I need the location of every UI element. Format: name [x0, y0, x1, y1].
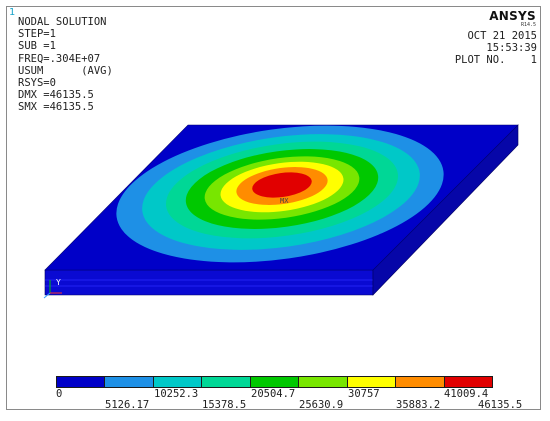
plot-time: 15:53:39: [486, 42, 537, 55]
contour-band-8: [252, 172, 312, 198]
legend-band-6: [299, 377, 348, 387]
legend-label-2: 10252.3: [154, 388, 199, 400]
info-freq: FREQ=.304E+07: [18, 52, 101, 65]
max-marker: MX: [280, 197, 289, 205]
contour-bands: [45, 125, 518, 270]
info-smx: SMX =46135.5: [18, 101, 94, 114]
legend-band-4: [202, 377, 251, 387]
legend-label-0: 0: [56, 388, 63, 400]
plot-meta: OCT 21 2015 15:53:39 PLOT NO. 1: [455, 30, 537, 67]
legend-band-8: [396, 377, 445, 387]
legend-label-8: 41009.4: [444, 388, 489, 400]
legend-label-5: 25630.9: [299, 399, 344, 411]
legend-band-1: [56, 377, 106, 387]
legend-band-9: [444, 377, 493, 387]
legend-band-5: [250, 377, 300, 387]
legend-label-7: 35883.2: [396, 399, 441, 411]
legend-band-3: [153, 377, 203, 387]
legend-label-3: 15378.5: [202, 399, 247, 411]
plot-date: OCT 21 2015: [467, 30, 537, 42]
legend-band-7: [347, 377, 397, 387]
brand-version: R14.5: [520, 22, 536, 28]
legend-label-1: 5126.17: [105, 399, 150, 411]
info-rsys: RSYS=0: [18, 77, 56, 90]
legend-label-9: 46135.5: [478, 399, 523, 411]
plate-front-face: [44, 269, 374, 296]
axis-y-label: Y: [56, 278, 61, 287]
color-legend-bar: [56, 376, 493, 388]
info-title: NODAL SOLUTION: [18, 16, 107, 28]
info-usum: USUM (AVG): [18, 64, 113, 77]
legend-band-2: [105, 377, 154, 387]
brand-name: ANSYS: [489, 9, 536, 23]
plate-top-outline: [44, 124, 519, 271]
plot-number: PLOT NO. 1: [454, 54, 537, 67]
info-sub: SUB =1: [18, 40, 56, 53]
info-dmx: DMX =46135.5: [18, 89, 94, 102]
window-number: 1: [9, 7, 16, 18]
ansys-logo: ANSYS R14.5: [489, 9, 536, 28]
legend-label-4: 20504.7: [251, 388, 296, 400]
info-step: STEP=1: [18, 28, 56, 41]
axis-triad: Y: [43, 278, 62, 299]
solution-info: NODAL SOLUTION STEP=1 SUB =1 FREQ=.304E+…: [18, 16, 113, 114]
legend-label-6: 30757: [348, 388, 380, 400]
